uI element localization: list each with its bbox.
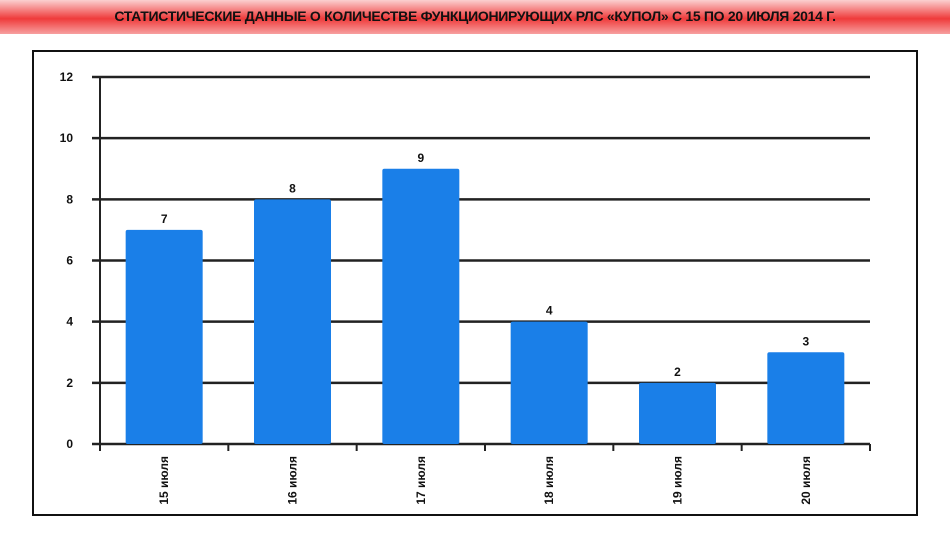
y-tick-label: 8 [66,192,73,206]
value-label: 9 [417,151,424,165]
bar [767,352,845,444]
y-tick-label: 4 [66,315,73,329]
x-tick-label: 15 июля [157,456,171,505]
value-label: 8 [289,181,296,195]
y-tick-label: 10 [60,131,74,145]
chart-title: СТАТИСТИЧЕСКИЕ ДАННЫЕ О КОЛИЧЕСТВЕ ФУНКЦ… [114,8,836,24]
value-label: 3 [802,334,809,348]
bar [125,229,203,444]
y-tick-label: 2 [66,376,73,390]
title-banner [0,0,950,34]
x-tick-label: 17 июля [414,456,428,505]
x-tick-label: 20 июля [799,456,813,505]
bar [382,168,460,444]
y-tick-label: 0 [66,437,73,451]
bar [254,199,331,444]
x-tick-label: 19 июля [671,456,685,505]
y-tick-label: 12 [60,70,74,84]
bar [639,382,716,444]
value-label: 4 [546,304,553,318]
bar [510,321,588,444]
x-tick-label: 18 июля [542,456,556,505]
x-tick-label: 16 июля [286,456,300,505]
y-tick-label: 6 [66,254,73,268]
value-label: 2 [674,365,681,379]
value-label: 7 [161,212,168,226]
